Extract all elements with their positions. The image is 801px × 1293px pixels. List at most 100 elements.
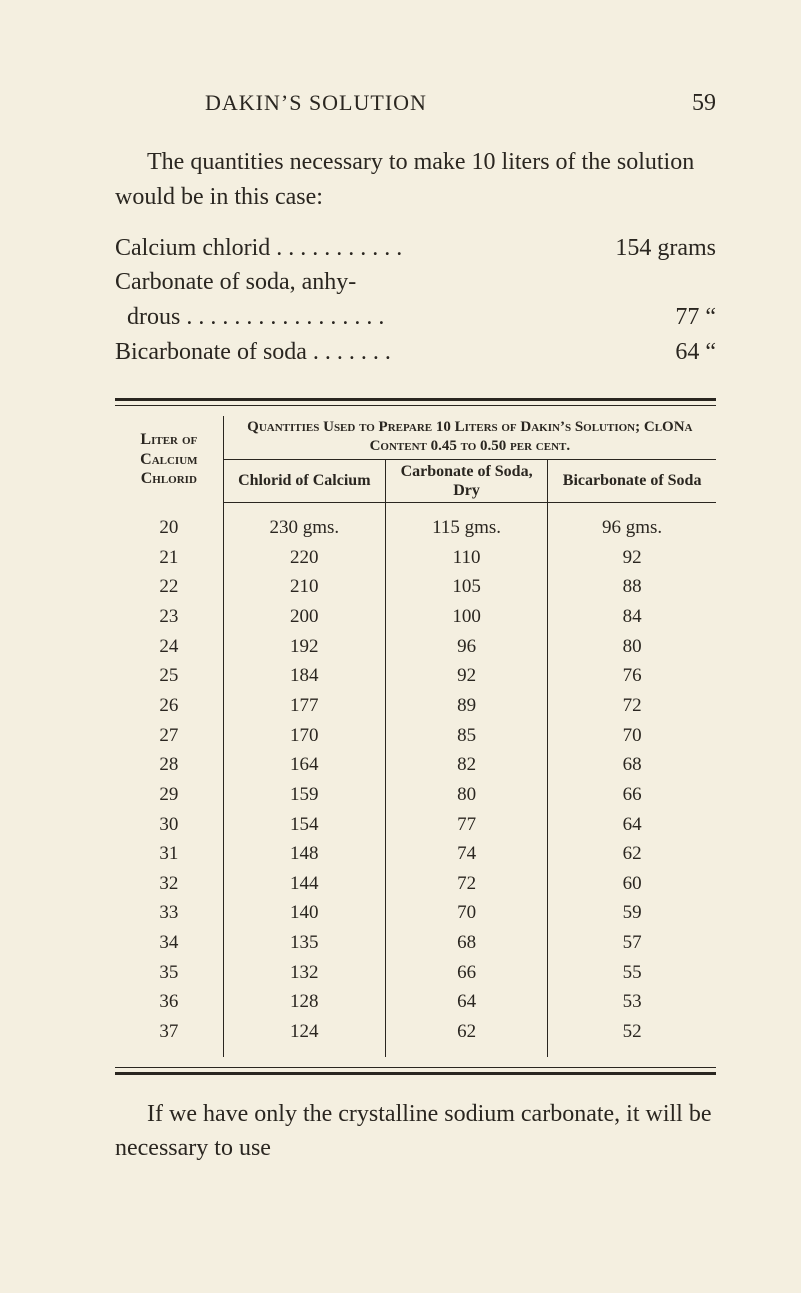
closing-paragraph: If we have only the crystalline sodium c… [115,1097,716,1167]
col-header: Chlorid of Calcium [223,459,385,502]
table-cell: 72 [548,691,716,721]
ingredient-row: drous . . . . . . . . . . . . . . . . . … [115,300,716,335]
table-cell: 27 [115,721,223,751]
table-cell: 24 [115,632,223,662]
table-cell: 60 [548,869,716,899]
table-cell: 80 [548,632,716,662]
running-head: DAKIN’S SOLUTION [205,90,427,116]
table-cell: 77 [385,810,547,840]
table-cell: 159 [223,780,385,810]
table-cell: 74 [385,839,547,869]
table-cell: 32 [115,869,223,899]
table-cell: 66 [385,958,547,988]
table-cell: 88 [548,572,716,602]
ingredient-qty: 64 “ [564,335,716,370]
table-cell: 128 [223,987,385,1017]
table-cell: 35 [115,958,223,988]
table-cell: 80 [385,780,547,810]
table-cell: 140 [223,898,385,928]
table-row: 20230 gms.115 gms.96 gms. [115,503,716,543]
table-cell: 31 [115,839,223,869]
table-cell: 184 [223,661,385,691]
table-cell: 154 [223,810,385,840]
table-row: 361286453 [115,987,716,1017]
table-cell: 52 [548,1017,716,1057]
table-cell: 89 [385,691,547,721]
table-cell: 33 [115,898,223,928]
table-cell: 200 [223,602,385,632]
table-cell: 26 [115,691,223,721]
table-cell: 85 [385,721,547,751]
table-cell: 62 [548,839,716,869]
table-cell: 96 [385,632,547,662]
table-cell: 132 [223,958,385,988]
table-row: 351326655 [115,958,716,988]
table-row: 371246252 [115,1017,716,1057]
table-cell: 124 [223,1017,385,1057]
table-cell: 53 [548,987,716,1017]
table-cell: 55 [548,958,716,988]
ingredient-row: Calcium chlorid . . . . . . . . . . . 15… [115,231,716,266]
table-cell: 20 [115,503,223,543]
left-header: Liter of Calcium Chlorid [115,416,223,503]
table-cell: 92 [385,661,547,691]
table-cell: 192 [223,632,385,662]
table-cell: 30 [115,810,223,840]
table-cell: 115 gms. [385,503,547,543]
ingredient-row: Bicarbonate of soda . . . . . . . 64 “ [115,335,716,370]
table-cell: 220 [223,543,385,573]
table-cell: 230 gms. [223,503,385,543]
table-row: 321447260 [115,869,716,899]
table-cell: 64 [548,810,716,840]
table-body: 20230 gms.115 gms.96 gms.212201109222210… [115,503,716,1057]
table-row: 281648268 [115,750,716,780]
table-bottom-rule [115,1067,716,1075]
table-row: 251849276 [115,661,716,691]
table-cell: 62 [385,1017,547,1057]
table-cell: 110 [385,543,547,573]
table-cell: 29 [115,780,223,810]
table-row: 301547764 [115,810,716,840]
table-cell: 92 [548,543,716,573]
table-cell: 68 [385,928,547,958]
top-header: Quantities Used to Prepare 10 Liters of … [223,416,716,460]
table-row: 2320010084 [115,602,716,632]
table-cell: 135 [223,928,385,958]
table-cell: 177 [223,691,385,721]
table-cell: 210 [223,572,385,602]
col-header: Carbonate of Soda, Dry [385,459,547,502]
table-cell: 21 [115,543,223,573]
table-cell: 164 [223,750,385,780]
data-table: Liter of Calcium Chlorid Quantities Used… [115,416,716,1057]
table-cell: 82 [385,750,547,780]
table-row: 271708570 [115,721,716,751]
ingredient-name: Calcium chlorid . . . . . . . . . . . [115,231,402,266]
table-cell: 64 [385,987,547,1017]
table-cell: 28 [115,750,223,780]
table-cell: 144 [223,869,385,899]
table-row: 2221010588 [115,572,716,602]
table-head: Liter of Calcium Chlorid Quantities Used… [115,416,716,503]
table-cell: 148 [223,839,385,869]
ingredient-name: Bicarbonate of soda . . . . . . . [115,335,391,370]
table-cell: 34 [115,928,223,958]
ingredient-name: Carbonate of soda, anhy- [115,265,356,300]
table-row: 331407059 [115,898,716,928]
table-row: 261778972 [115,691,716,721]
table-cell: 96 gms. [548,503,716,543]
table-cell: 23 [115,602,223,632]
table-cell: 22 [115,572,223,602]
intro-paragraph: The quantities necessary to make 10 lite… [115,145,716,215]
table-cell: 72 [385,869,547,899]
table-cell: 70 [548,721,716,751]
table-cell: 25 [115,661,223,691]
page-number: 59 [692,90,716,117]
table-cell: 37 [115,1017,223,1057]
ingredient-name: drous . . . . . . . . . . . . . . . . . [115,300,384,335]
ingredient-list: Calcium chlorid . . . . . . . . . . . 15… [115,231,716,370]
table-cell: 57 [548,928,716,958]
page-header: DAKIN’S SOLUTION 59 [115,90,716,117]
table-cell: 36 [115,987,223,1017]
table-cell: 59 [548,898,716,928]
ingredient-qty: 77 “ [564,300,716,335]
